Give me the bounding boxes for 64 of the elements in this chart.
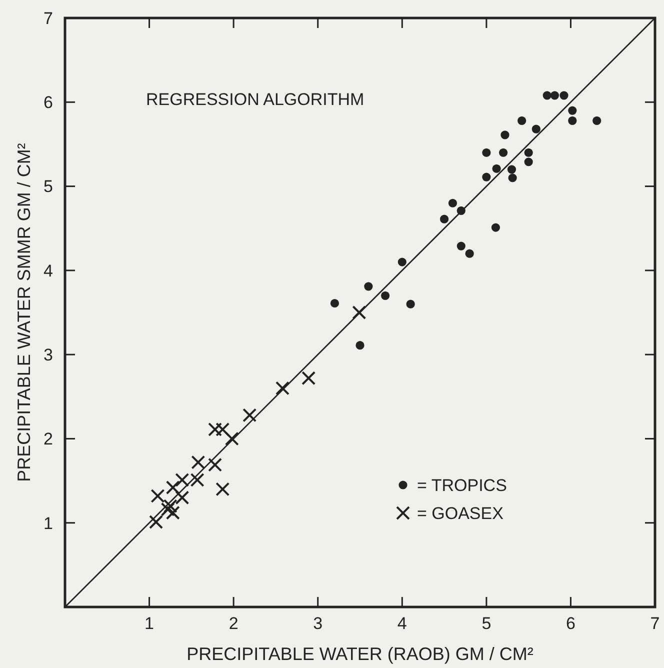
- y-tick-label: 5: [44, 177, 53, 196]
- point: [500, 130, 510, 140]
- y-tick-label: 4: [44, 261, 53, 280]
- x-tick-label: 6: [566, 614, 576, 633]
- point: [330, 298, 340, 308]
- point: [216, 482, 230, 496]
- text: REGRESSION ALGORITHM: [146, 90, 364, 109]
- point: [507, 165, 516, 174]
- x-tick-label: 2: [228, 614, 238, 633]
- point: [208, 458, 222, 472]
- point: [568, 116, 577, 125]
- point: [482, 148, 491, 157]
- x-tick-label: 3: [313, 614, 323, 633]
- point: [498, 148, 508, 157]
- y-tick-label: 1: [44, 514, 53, 533]
- point: [380, 291, 390, 300]
- point: [440, 214, 449, 224]
- point: [491, 223, 500, 232]
- x-tick-label: 4: [397, 614, 407, 633]
- point: [524, 158, 533, 166]
- point: [508, 174, 517, 182]
- point: [406, 300, 415, 308]
- point: [482, 172, 491, 182]
- point: [398, 258, 406, 266]
- y-tick-label: 7: [44, 8, 53, 28]
- y-tick-label: 6: [44, 93, 53, 112]
- point: [456, 242, 466, 250]
- point: [150, 488, 165, 503]
- x-tick-label: 1: [144, 614, 154, 633]
- y-tick-label: 3: [44, 346, 53, 365]
- point: [465, 249, 474, 258]
- point: [302, 371, 316, 386]
- point: [448, 198, 458, 208]
- point: [364, 282, 373, 291]
- x-axis-title: PRECIPITABLE WATER (RAOB) GM / CM²: [186, 644, 534, 664]
- point: [550, 91, 559, 100]
- point: [149, 515, 164, 530]
- point: [216, 422, 230, 436]
- x-tick-label: 7: [650, 614, 660, 633]
- point: [160, 502, 175, 516]
- point: [356, 341, 364, 350]
- y-axis-title: PRECIPITABLE WATER SMMR GM / CM²: [14, 143, 34, 482]
- point: [175, 490, 190, 505]
- point: [560, 91, 568, 100]
- point: [492, 164, 501, 173]
- point: [592, 116, 602, 125]
- legend-label: = TROPICS: [417, 476, 507, 495]
- point: [524, 148, 533, 157]
- point: [166, 480, 180, 495]
- point: [568, 106, 577, 115]
- point: [352, 306, 366, 320]
- point: [542, 91, 552, 100]
- point: [224, 432, 239, 446]
- point: [275, 381, 290, 396]
- point: [166, 506, 180, 520]
- y-tick-label: 2: [44, 430, 53, 449]
- point: [208, 422, 222, 436]
- point: [163, 499, 178, 514]
- point: [532, 124, 540, 134]
- point: [518, 116, 526, 125]
- point: [191, 455, 206, 470]
- legend-label: = GOASEX: [417, 504, 504, 523]
- point: [242, 408, 257, 422]
- x-tick-label: 5: [482, 614, 492, 633]
